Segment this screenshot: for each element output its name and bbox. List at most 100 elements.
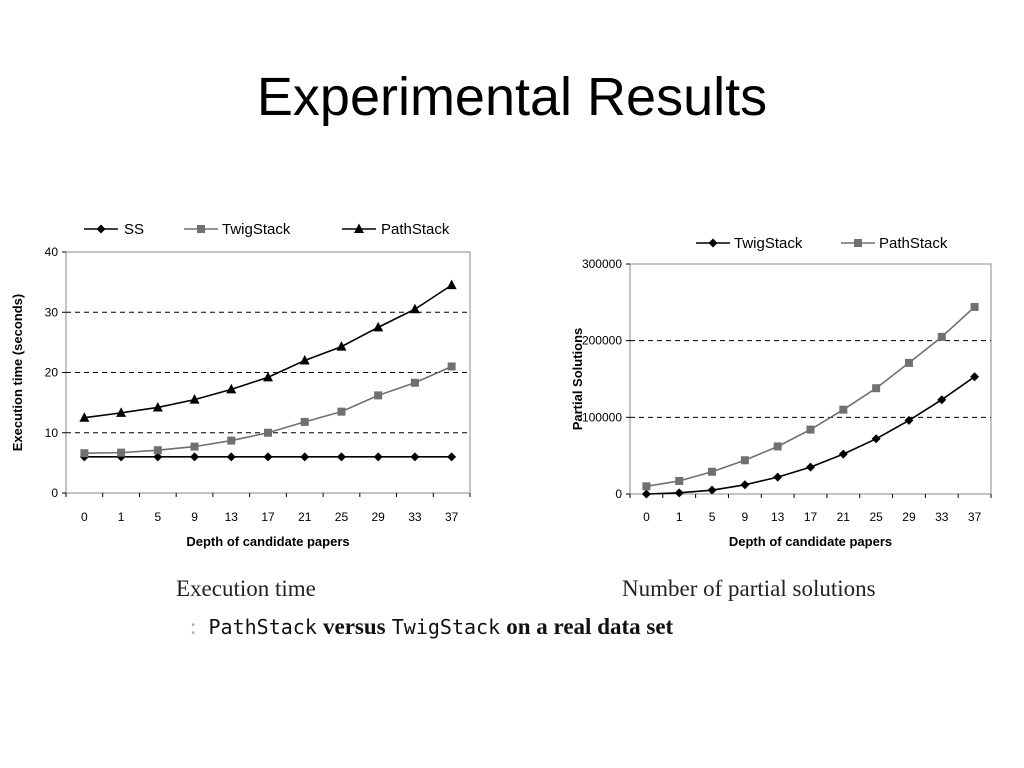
data-point-ss (410, 452, 420, 462)
data-point-pathstack (152, 401, 163, 412)
data-point-pathstack (740, 456, 749, 465)
data-point-ss (300, 452, 310, 462)
slide-title: Experimental Results (256, 67, 768, 127)
data-point-twigstack (374, 391, 383, 400)
x-tick-label: 5 (154, 510, 161, 524)
data-point-twigstack (117, 448, 126, 457)
data-point-twigstack (190, 442, 199, 451)
data-point-ss (373, 452, 383, 462)
data-point-pathstack (642, 482, 651, 491)
data-point-pathstack (226, 383, 237, 394)
figure-caption-suffix: on a real data set (506, 614, 674, 639)
data-point-twigstack (806, 462, 815, 472)
data-point-pathstack (263, 371, 273, 382)
data-point-pathstack (79, 412, 90, 422)
y-tick-label: 20 (45, 366, 59, 380)
data-point-ss (226, 452, 236, 462)
y-axis-label: Partial Solutions (570, 328, 585, 431)
execution-time-chart: 0 10 20 30 40 0 1 5 9 13 17 21 25 29 33 37 Depth of cand… (10, 221, 471, 549)
data-point-twigstack (447, 362, 456, 371)
legend-label-ss: SS (124, 221, 144, 238)
data-point-twigstack (937, 395, 947, 405)
partial-solutions-caption: Number of partial solutions (622, 576, 876, 601)
legend-label-twigstack: TwigStack (734, 235, 803, 252)
data-point-ss (153, 452, 163, 462)
y-tick-label: 0 (615, 487, 622, 501)
data-point-twigstack (80, 449, 89, 458)
data-point-pathstack (773, 442, 782, 451)
y-tick-label: 40 (45, 245, 59, 259)
data-point-pathstack (970, 302, 979, 311)
data-point-twigstack (337, 407, 346, 416)
x-tick-label: 29 (902, 510, 916, 524)
x-tick-label: 37 (968, 510, 982, 524)
data-point-pathstack (708, 467, 717, 476)
legend-label-pathstack: PathStack (879, 235, 948, 252)
x-axis-label: Depth of candidate papers (186, 534, 349, 549)
data-point-ss (447, 452, 457, 462)
data-point-pathstack (299, 354, 310, 365)
figure-caption-twigstack: TwigStack (391, 615, 501, 639)
x-tick-label: 17 (804, 510, 818, 524)
x-tick-label: 1 (676, 510, 683, 524)
x-tick-label: 25 (869, 510, 883, 524)
series-line-pathstack (646, 306, 976, 488)
y-tick-label: 30 (45, 305, 59, 319)
data-point-twigstack (707, 485, 717, 495)
data-point-ss (336, 452, 346, 462)
data-point-twigstack (904, 415, 914, 425)
data-point-twigstack (970, 372, 980, 382)
data-point-twigstack (838, 449, 848, 459)
x-tick-label: 33 (408, 510, 422, 524)
x-tick-label: 9 (191, 510, 198, 524)
data-point-pathstack (446, 279, 457, 290)
figure-caption: : PathStack versus TwigStack on a real d… (190, 614, 673, 640)
x-tick-label: 25 (335, 510, 349, 524)
data-point-pathstack (806, 425, 815, 434)
y-tick-label: 100000 (582, 410, 622, 424)
legend-marker-twigstack (708, 238, 718, 248)
data-point-twigstack (264, 428, 272, 437)
x-tick-label: 0 (81, 510, 88, 524)
data-point-pathstack (937, 332, 946, 341)
x-tick-label: 21 (837, 510, 851, 524)
partial-solutions-chart: 0 100000 200000 300000 0 1 5 9 13 17 21 25 29 33 37 Dep… (570, 235, 992, 549)
x-tick-label: 0 (643, 510, 650, 524)
x-tick-label: 13 (771, 510, 785, 524)
data-point-twigstack (300, 417, 309, 426)
data-point-pathstack (189, 394, 200, 404)
figure-caption-versus: versus (323, 614, 386, 639)
x-tick-label: 29 (372, 510, 386, 524)
legend-marker-twigstack (197, 225, 205, 233)
x-tick-label: 5 (709, 510, 716, 524)
data-point-pathstack (116, 407, 127, 417)
data-point-pathstack (839, 405, 848, 414)
x-axis-label: Depth of candidate papers (729, 534, 892, 549)
x-tick-label: 33 (935, 510, 949, 524)
data-point-twigstack (153, 446, 162, 455)
legend-marker-pathstack (354, 223, 364, 233)
data-point-pathstack (373, 321, 384, 332)
data-point-pathstack (872, 384, 881, 393)
data-point-twigstack (641, 489, 651, 499)
data-point-pathstack (336, 341, 347, 351)
series-line-pathstack (84, 284, 453, 419)
data-point-twigstack (773, 472, 783, 482)
data-point-ss (190, 452, 200, 462)
x-tick-label: 21 (298, 510, 312, 524)
legend-label-pathstack: PathStack (381, 221, 450, 238)
legend-marker-ss (96, 224, 106, 234)
data-point-twigstack (227, 436, 236, 445)
figure-caption-prefix: : (190, 614, 197, 639)
y-axis-label: Execution time (seconds) (10, 294, 25, 451)
legend-label-twigstack: TwigStack (222, 221, 291, 238)
data-point-pathstack (675, 476, 684, 485)
data-point-twigstack (871, 434, 881, 444)
y-tick-label: 200000 (582, 334, 622, 348)
data-point-twigstack (740, 480, 750, 490)
x-tick-label: 37 (445, 510, 459, 524)
x-tick-label: 1 (118, 510, 125, 524)
y-tick-label: 10 (45, 426, 59, 440)
plot-frame (629, 263, 992, 495)
y-tick-label: 0 (51, 486, 58, 500)
